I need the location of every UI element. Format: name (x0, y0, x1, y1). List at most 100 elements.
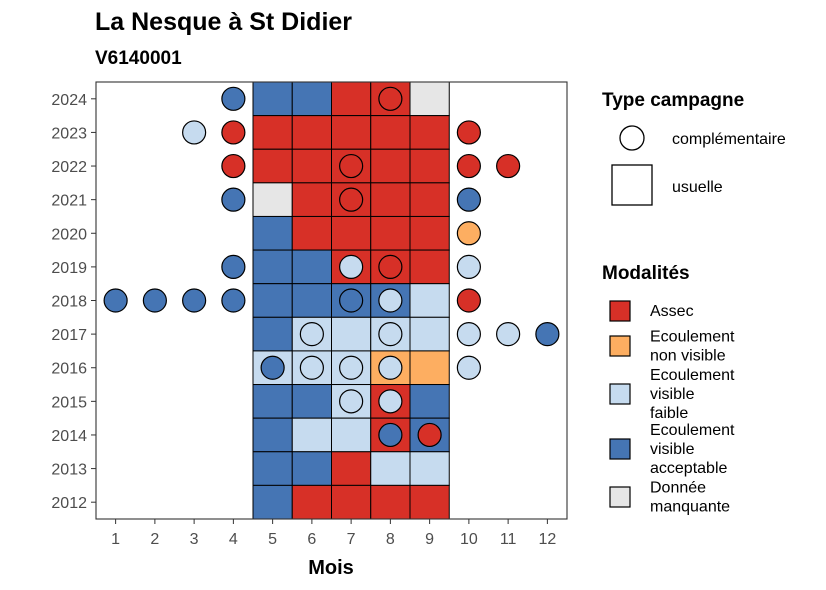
point-2017-11 (496, 322, 521, 347)
tile-2021-9 (409, 182, 450, 217)
point-2017-10 (456, 322, 481, 347)
y-tick-label-2013: 2013 (51, 462, 87, 479)
point-2023-4 (221, 120, 246, 145)
tile-2023-6 (291, 115, 332, 150)
point-2018-8 (378, 288, 403, 313)
x-tick-label-9: 9 (425, 531, 434, 548)
point-2019-7 (339, 254, 364, 279)
point-2018-1 (103, 288, 128, 313)
tile-2012-6 (291, 484, 332, 520)
y-tick-label-2017: 2017 (51, 327, 87, 344)
point-2021-7 (339, 187, 364, 212)
legend-key-ecoulement-visible-faible (609, 383, 631, 405)
tile-2013-9 (409, 451, 450, 486)
legend-label-donnee-manquante-1: manquante (650, 499, 730, 516)
x-tick-label-1: 1 (111, 531, 120, 548)
legend-label-ecoulement-non-visible-1: non visible (650, 348, 726, 365)
tile-2015-5 (252, 384, 293, 419)
tile-2020-9 (409, 215, 450, 251)
point-2017-12 (535, 322, 560, 347)
tile-2023-7 (331, 115, 372, 150)
point-2016-6 (299, 355, 324, 380)
tile-2020-7 (331, 215, 372, 251)
tile-2017-9 (409, 316, 450, 352)
tile-2022-5 (252, 148, 293, 184)
legend-label-ecoulement-visible-faible-2: faible (650, 405, 688, 422)
legend-label-ecoulement-non-visible-0: Ecoulement (650, 329, 735, 346)
y-axis: 2012 2013 2014 2015 2016 2017 2018 2019 2020 2021… (51, 92, 96, 512)
y-tick-label-2024: 2024 (51, 92, 87, 109)
tile-2020-5 (252, 215, 293, 251)
legend-label-ecoulement-visible-acceptable-2: acceptable (650, 460, 727, 477)
legend-label-ecoulement-visible-acceptable-1: visible (650, 441, 695, 458)
point-2018-4 (221, 288, 246, 313)
tile-2019-6 (291, 249, 332, 285)
legend-key-donnee-manquante (609, 486, 631, 508)
tile-2019-5 (252, 249, 293, 285)
tile-2013-7 (331, 451, 372, 486)
point-2023-10 (456, 120, 481, 145)
y-tick-label-2022: 2022 (51, 159, 87, 176)
point-2021-4 (221, 187, 246, 212)
legend-usuelle-label: usuelle (672, 179, 723, 196)
point-2016-10 (456, 355, 481, 380)
point-2016-7 (339, 355, 364, 380)
tile-2020-8 (370, 215, 411, 251)
point-2018-2 (142, 288, 167, 313)
legend-label-assec-0: Assec (650, 303, 694, 320)
tile-2022-9 (409, 148, 450, 184)
tile-2021-5 (252, 182, 293, 217)
point-2014-9 (417, 422, 442, 448)
y-tick-label-2014: 2014 (51, 428, 87, 445)
tile-2023-8 (370, 115, 411, 150)
x-tick-label-11: 11 (500, 531, 517, 548)
point-2023-3 (182, 120, 207, 145)
tile-2022-8 (370, 148, 411, 184)
tile-2013-8 (370, 451, 411, 486)
tile-2024-9 (409, 81, 450, 117)
y-tick-label-2018: 2018 (51, 294, 87, 311)
legend-complementaire-circle (619, 125, 645, 151)
tile-2016-9 (409, 350, 450, 386)
tile-2018-5 (252, 283, 293, 318)
y-tick-label-2015: 2015 (51, 394, 87, 411)
tile-2017-5 (252, 316, 293, 352)
tile-2024-7 (331, 81, 372, 117)
plot-area (95, 81, 568, 520)
legend-usuelle-square (611, 164, 653, 206)
point-2022-10 (456, 153, 481, 179)
legend-key-assec (609, 300, 631, 322)
x-tick-label-7: 7 (347, 531, 356, 548)
x-axis-title: Mois (308, 557, 354, 579)
legend-modalites-title: Modalités (602, 263, 690, 284)
legend-label-ecoulement-visible-faible-0: Ecoulement (650, 367, 735, 384)
legend-key-ecoulement-visible-acceptable (609, 438, 631, 460)
x-tick-label-12: 12 (538, 531, 556, 548)
tile-2020-6 (291, 215, 332, 251)
tile-2019-9 (409, 249, 450, 285)
tile-2021-6 (291, 182, 332, 217)
tile-2014-6 (291, 417, 332, 453)
x-tick-label-10: 10 (460, 531, 478, 548)
tile-2012-5 (252, 484, 293, 520)
x-tick-label-6: 6 (307, 531, 316, 548)
tile-2021-8 (370, 182, 411, 217)
legend-modalites: Modalités Assec Ecoulement non visible Ecou… (602, 263, 735, 516)
point-2017-6 (299, 322, 324, 347)
legend-label-ecoulement-visible-faible-1: visible (650, 386, 695, 403)
point-2014-8 (378, 422, 403, 448)
point-2015-8 (378, 389, 403, 414)
tile-2023-9 (409, 115, 450, 150)
y-tick-label-2019: 2019 (51, 260, 87, 277)
x-tick-label-3: 3 (190, 531, 199, 548)
tile-2015-6 (291, 384, 332, 419)
tile-2012-9 (409, 484, 450, 520)
tile-2012-8 (370, 484, 411, 520)
tile-2023-5 (252, 115, 293, 150)
tile-2014-7 (331, 417, 372, 453)
y-tick-label-2012: 2012 (51, 495, 87, 512)
point-2021-10 (456, 187, 481, 212)
tile-2024-6 (291, 81, 332, 117)
point-2019-4 (221, 254, 246, 279)
legend-type-title: Type campagne (602, 90, 744, 111)
